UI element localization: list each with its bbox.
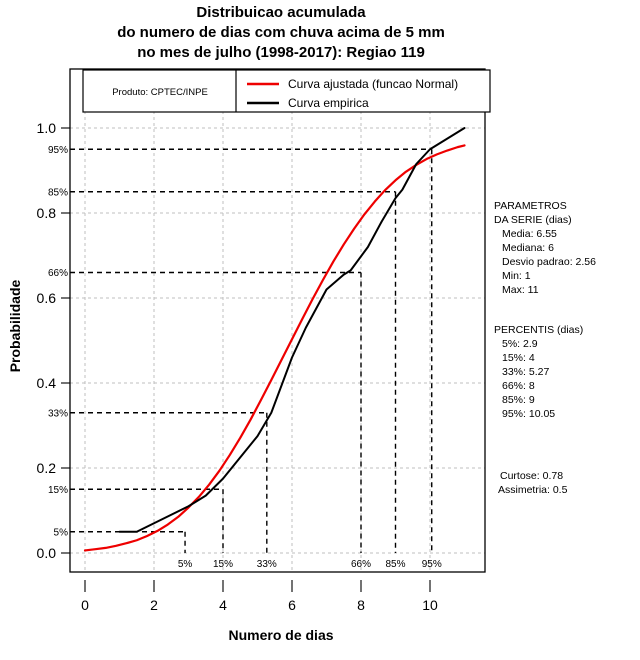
assimetria-value: Assimetria: 0.5 bbox=[498, 484, 568, 496]
ytick-label-0.2: 0.2 bbox=[37, 460, 57, 476]
parametro-desvio-padrao: Desvio padrao: 2.56 bbox=[502, 256, 596, 268]
percentile-ylabel-85pct: 85% bbox=[48, 187, 68, 198]
xtick-label-2: 2 bbox=[150, 597, 158, 613]
y-axis: 1.0 0.8 0.6 0.4 0.2 0.0 Probabilidade bbox=[7, 120, 70, 561]
percentil-5: 5%: 2.9 bbox=[502, 338, 538, 350]
percentile-xlabel-95pct: 95% bbox=[422, 559, 442, 570]
chart-legend: Produto: CPTEC/INPE Curva ajustada (func… bbox=[82, 69, 491, 113]
percentile-xlabel-33pct: 33% bbox=[257, 559, 277, 570]
percentil-85: 85%: 9 bbox=[502, 394, 535, 406]
curve-fitted-normal bbox=[83, 144, 466, 552]
plot-frame bbox=[69, 68, 486, 573]
parametros-heading-1: PARAMETROS bbox=[494, 200, 567, 212]
x-axis-title: Numero de dias bbox=[228, 627, 333, 643]
chart-title-line-1: Distribuicao acumulada bbox=[196, 4, 366, 21]
ytick-label-0.8: 0.8 bbox=[37, 205, 57, 221]
percentile-labels: 5% 5% 15% 15% 33% 33% 66% 66% 85% 85% 95% 95% bbox=[48, 145, 442, 570]
percentile-xlabel-66pct: 66% bbox=[351, 559, 371, 570]
parametro-min: Min: 1 bbox=[502, 270, 531, 282]
xtick-label-6: 6 bbox=[288, 597, 296, 613]
percentil-95: 95%: 10.05 bbox=[502, 408, 555, 420]
parametro-mediana: Mediana: 6 bbox=[502, 242, 554, 254]
xtick-label-10: 10 bbox=[422, 597, 438, 613]
xtick-label-8: 8 bbox=[357, 597, 365, 613]
xtick-label-0: 0 bbox=[81, 597, 89, 613]
parametro-media: Media: 6.55 bbox=[502, 228, 557, 240]
percentil-33: 33%: 5.27 bbox=[502, 366, 549, 378]
percentis-heading: PERCENTIS (dias) bbox=[494, 324, 583, 336]
legend-frame bbox=[82, 69, 491, 113]
legend-label-empirical: Curva empirica bbox=[288, 96, 369, 110]
ytick-label-0.0: 0.0 bbox=[37, 545, 57, 561]
ytick-label-1.0: 1.0 bbox=[37, 120, 57, 136]
percentile-ylabel-33pct: 33% bbox=[48, 408, 68, 419]
percentile-xlabel-85pct: 85% bbox=[385, 559, 405, 570]
y-axis-title: Probabilidade bbox=[7, 280, 23, 373]
legend-produto-label: Produto: CPTEC/INPE bbox=[112, 87, 208, 98]
percentile-ylabel-5pct: 5% bbox=[54, 527, 69, 538]
parametro-max: Max: 11 bbox=[502, 284, 539, 296]
chart-title: Distribuicao acumulada do numero de dias… bbox=[117, 4, 445, 61]
parametros-heading-2: DA SERIE (dias) bbox=[494, 214, 572, 226]
percentile-xlabel-15pct: 15% bbox=[213, 559, 233, 570]
ytick-label-0.6: 0.6 bbox=[37, 290, 57, 306]
legend-label-fitted: Curva ajustada (funcao Normal) bbox=[288, 77, 458, 91]
chart-title-line-2: do numero de dias com chuva acima de 5 m… bbox=[117, 24, 445, 41]
percentile-ylabel-66pct: 66% bbox=[48, 268, 68, 279]
curve-empirical bbox=[118, 127, 466, 533]
ytick-label-0.4: 0.4 bbox=[37, 375, 57, 391]
side-panel: PARAMETROS DA SERIE (dias) Media: 6.55 M… bbox=[494, 200, 596, 496]
xtick-label-4: 4 bbox=[219, 597, 227, 613]
chart-title-line-3: no mes de julho (1998-2017): Regiao 119 bbox=[137, 44, 425, 61]
percentile-leader-lines bbox=[70, 148, 433, 553]
x-axis: 0 2 4 6 8 10 Numero de dias bbox=[81, 580, 438, 643]
percentil-15: 15%: 4 bbox=[502, 352, 535, 364]
percentile-xlabel-5pct: 5% bbox=[178, 559, 193, 570]
percentil-66: 66%: 8 bbox=[502, 380, 535, 392]
data-curves bbox=[83, 127, 466, 552]
percentile-ylabel-95pct: 95% bbox=[48, 145, 68, 156]
percentile-ylabel-15pct: 15% bbox=[48, 485, 68, 496]
curtose-value: Curtose: 0.78 bbox=[500, 470, 563, 482]
